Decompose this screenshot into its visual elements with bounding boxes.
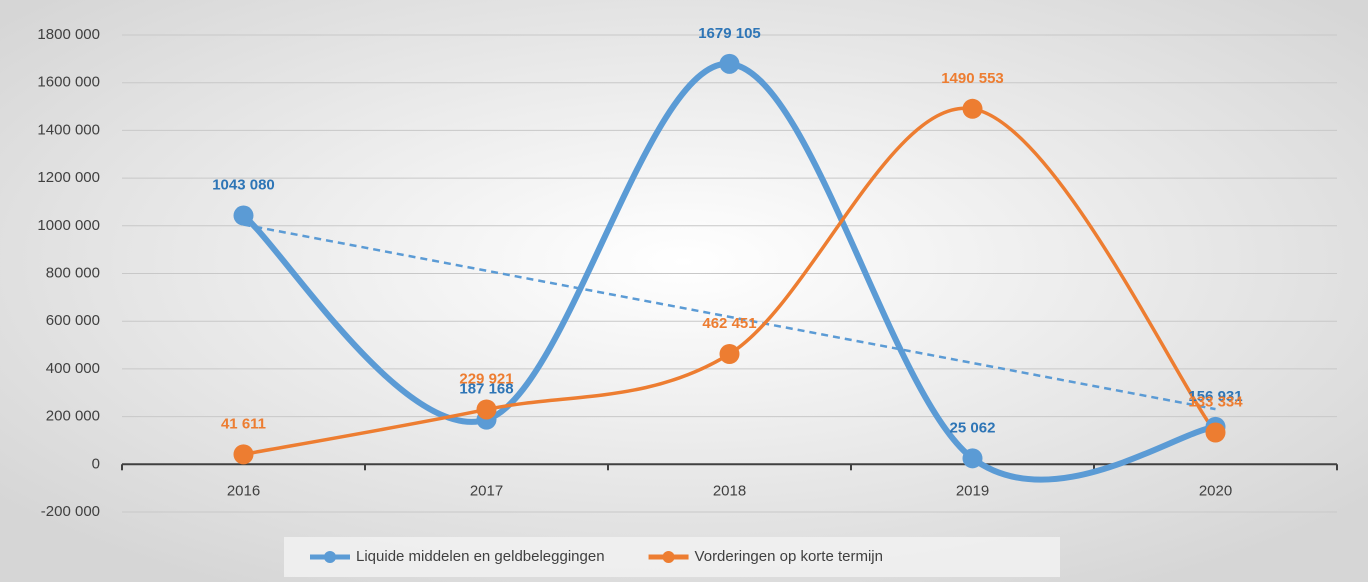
trendline xyxy=(243,223,1216,411)
data-label: 41 611 xyxy=(221,415,266,432)
marker xyxy=(476,399,497,420)
legend-marker xyxy=(662,551,675,563)
data-label: 1679 105 xyxy=(698,25,761,42)
data-label: 462 451 xyxy=(702,315,756,332)
legend-label: Vorderingen op korte termijn xyxy=(695,548,883,565)
x-tick-label: 2020 xyxy=(1199,482,1232,499)
marker xyxy=(719,344,740,365)
x-tick-label: 2016 xyxy=(227,482,260,499)
legend: Liquide middelen en geldbeleggingen Vorde… xyxy=(284,537,1060,577)
y-tick-label: 1000 000 xyxy=(37,217,100,234)
y-tick-label: 0 xyxy=(92,455,100,472)
y-tick-label: 1600 000 xyxy=(37,74,100,91)
marker xyxy=(233,444,254,465)
data-label: 25 062 xyxy=(950,419,996,436)
data-label: 1043 080 xyxy=(212,176,275,193)
y-tick-label: 800 000 xyxy=(46,264,100,281)
legend-label: Liquide middelen en geldbeleggingen xyxy=(356,548,605,565)
data-label: 156 931 xyxy=(1188,388,1242,405)
y-tick-label: 600 000 xyxy=(46,312,100,329)
y-tick-label: 1200 000 xyxy=(37,169,100,186)
legend-marker xyxy=(324,551,336,563)
y-tick-label: 1800 000 xyxy=(37,26,100,43)
y-tick-label: 400 000 xyxy=(46,360,100,377)
data-label: 229 921 xyxy=(459,370,513,387)
data-label: 133 334 xyxy=(1188,393,1243,410)
marker xyxy=(719,53,740,74)
y-tick-label: 1400 000 xyxy=(37,121,100,138)
x-tick-label: 2018 xyxy=(713,482,746,499)
x-tick-label: 2017 xyxy=(470,482,503,499)
x-tick-label: 2019 xyxy=(956,482,989,499)
data-label: 1490 553 xyxy=(941,70,1004,87)
marker xyxy=(1205,422,1226,443)
data-label: 187 168 xyxy=(459,381,513,398)
marker xyxy=(233,205,254,226)
marker xyxy=(962,98,983,119)
series-line xyxy=(241,106,1218,457)
marker xyxy=(962,448,983,469)
y-tick-label: -200 000 xyxy=(41,503,100,520)
y-tick-label: 200 000 xyxy=(46,408,100,425)
